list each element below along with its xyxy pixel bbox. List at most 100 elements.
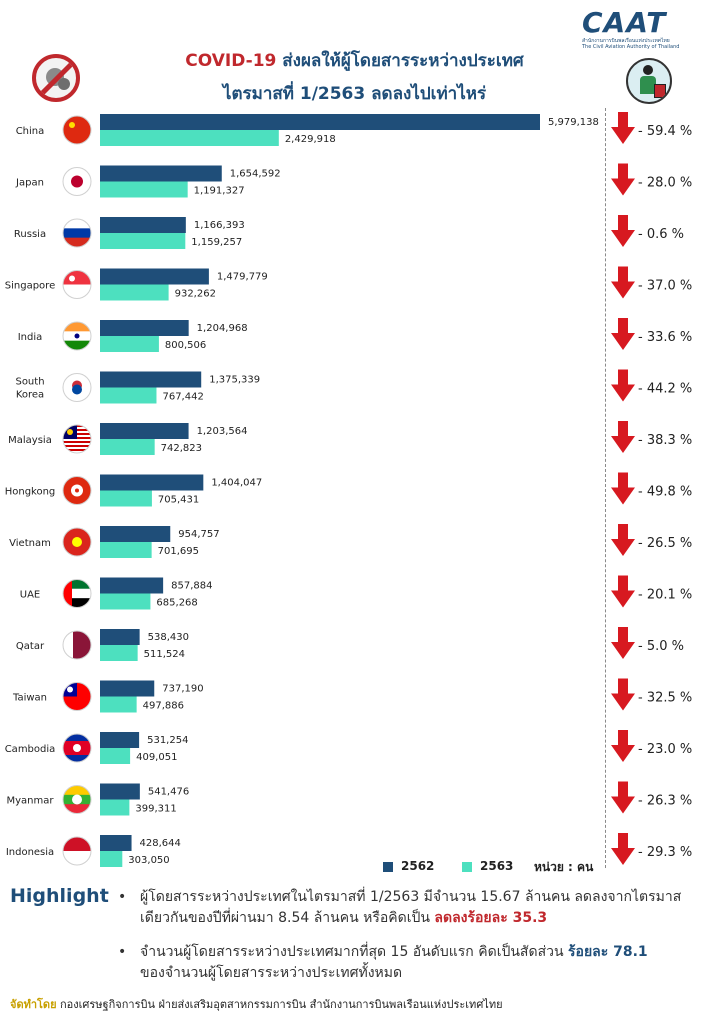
bar-2563 (100, 233, 186, 249)
value-label-2562: 541,476 (148, 787, 189, 798)
malaysia-flag-icon (62, 424, 92, 454)
value-label-2562: 1,404,047 (211, 478, 262, 489)
legend-label-2562: 2562 (401, 859, 435, 873)
bar-2563 (100, 748, 131, 764)
bar-2562 (100, 629, 140, 645)
bar-2562 (100, 732, 140, 748)
category-label: China (16, 126, 45, 137)
bar-2563 (100, 490, 152, 507)
value-label-2563: 399,311 (135, 804, 176, 815)
bar-2562 (100, 371, 202, 388)
footer-text: กองเศรษฐกิจการบิน ฝ่ายส่งเสริมอุตสาหกรรม… (60, 998, 503, 1011)
vietnam-flag-icon (62, 527, 92, 557)
highlight-item-1: ผู้โดยสารระหว่างประเทศในไตรมาสที่ 1/2563… (140, 887, 700, 929)
bar-2562 (100, 680, 155, 697)
value-label-2563: 701,695 (158, 546, 199, 557)
value-label-2563: 511,524 (144, 649, 185, 660)
value-label-2562: 857,884 (171, 581, 212, 592)
value-label-2563: 705,431 (158, 495, 199, 506)
value-label-2562: 1,166,393 (194, 220, 245, 231)
category-label: Cambodia (5, 744, 56, 755)
title-rest: ส่งผลให้ผู้โดยสารระหว่างประเทศ (276, 51, 524, 71)
category-label: Malaysia (8, 435, 52, 446)
taiwan-flag-icon (62, 682, 92, 711)
value-label-2563: 767,442 (162, 392, 203, 403)
down-arrow-icon (611, 781, 635, 814)
category-label: Japan (15, 178, 44, 189)
percent-change-label: - 49.8 % (638, 485, 692, 500)
value-label-2562: 1,654,592 (230, 169, 281, 180)
bar-2563 (100, 130, 279, 146)
bar-2563 (100, 336, 159, 352)
down-arrow-icon (611, 421, 635, 453)
value-label-2563: 742,823 (161, 443, 202, 454)
category-label: South (15, 377, 44, 388)
highlight-bullet-2: • (118, 944, 127, 960)
highlight-item-1-text: ผู้โดยสารระหว่างประเทศในไตรมาสที่ 1/2563… (140, 889, 682, 926)
percent-change-label: - 0.6 % (638, 227, 684, 242)
down-arrow-icon (611, 730, 635, 762)
value-label-2562: 1,204,968 (197, 323, 248, 334)
caat-logo: CAAT สำนักงานการบินพลเรือนแห่งประเทศไทย … (582, 8, 702, 51)
percent-change-label: - 32.5 % (638, 691, 692, 706)
value-label-2563: 932,262 (175, 289, 216, 300)
value-label-2562: 428,644 (140, 838, 181, 849)
percent-change-label: - 33.6 % (638, 330, 692, 345)
down-arrow-icon (611, 369, 635, 402)
legend-item-2563: 2563 (462, 859, 513, 873)
bar-2562 (100, 835, 132, 851)
category-label: Myanmar (7, 796, 55, 807)
south-korea-flag-icon (62, 373, 92, 402)
value-label-2562: 531,254 (147, 735, 188, 746)
indonesia-flag-icon (62, 836, 92, 866)
percent-change-label: - 5.0 % (638, 639, 684, 654)
value-label-2562: 737,190 (162, 684, 203, 695)
percent-change-label: - 28.0 % (638, 176, 692, 191)
no-covid-icon (32, 54, 80, 102)
bar-2562 (100, 474, 204, 491)
category-label: Korea (16, 390, 44, 401)
bar-2563 (100, 181, 188, 198)
chart-title: COVID-19 ส่งผลให้ผู้โดยสารระหว่างประเทศ (0, 47, 709, 74)
down-arrow-icon (611, 575, 635, 608)
value-label-2562: 1,479,779 (217, 272, 268, 283)
highlight-item-2-text: จำนวนผู้โดยสารระหว่างประเทศมากที่สุด 15 … (140, 944, 564, 960)
category-label: Qatar (16, 641, 45, 652)
japan-flag-icon (62, 167, 92, 196)
myanmar-flag-icon (62, 785, 92, 814)
down-arrow-icon (611, 112, 635, 144)
value-label-2562: 1,375,339 (209, 375, 260, 386)
value-label-2562: 954,757 (178, 529, 219, 540)
divider-line (605, 108, 606, 868)
bar-2563 (100, 696, 137, 713)
footer: จัดทำโดย กองเศรษฐกิจการบิน ฝ่ายส่งเสริมอ… (10, 995, 503, 1013)
bar-2563 (100, 645, 138, 661)
bar-2562 (100, 577, 164, 594)
down-arrow-icon (611, 678, 635, 711)
russia-flag-icon (62, 218, 92, 248)
bar-2562 (100, 423, 189, 439)
down-arrow-icon (611, 524, 635, 556)
india-flag-icon (62, 321, 92, 351)
bar-2562 (100, 165, 222, 182)
percent-change-label: - 26.3 % (638, 794, 692, 809)
value-label-2563: 1,191,327 (194, 186, 245, 197)
bar-2563 (100, 542, 152, 558)
legend-swatch-2562 (383, 861, 393, 872)
percent-change-label: - 38.3 % (638, 433, 692, 448)
down-arrow-icon (611, 163, 635, 196)
bar-2562 (100, 114, 540, 130)
category-label: UAE (20, 590, 40, 601)
bar-chart: China 5,979,138 2,429,918 - 59.4 % Japan 1,65… (5, 112, 692, 867)
value-label-2562: 5,979,138 (548, 117, 599, 128)
value-label-2563: 1,159,257 (191, 237, 242, 248)
value-label-2562: 538,430 (148, 632, 189, 643)
percent-change-label: - 23.0 % (638, 742, 692, 757)
logo-subtitle-en: The Civil Aviation Authority of Thailand (582, 44, 680, 50)
hongkong-flag-icon (62, 476, 92, 505)
value-label-2562: 1,203,564 (197, 426, 248, 437)
bar-2563 (100, 387, 157, 404)
cambodia-flag-icon (62, 733, 92, 763)
china-flag-icon (62, 115, 92, 145)
